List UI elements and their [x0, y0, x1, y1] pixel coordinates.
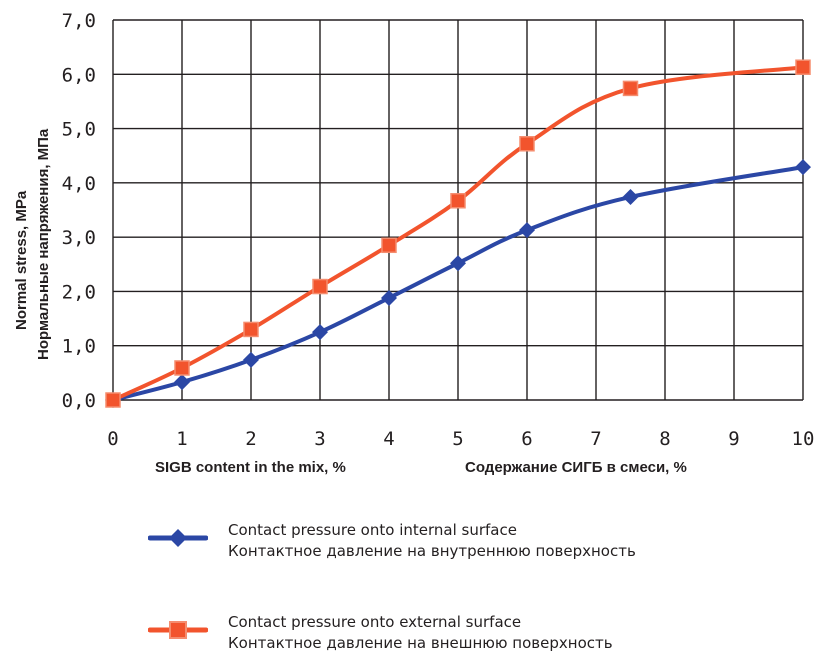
y-axis-title-en: Normal stress, MPa [13, 190, 30, 330]
y-tick-label: 0,0 [62, 390, 96, 412]
data-point-internal [622, 188, 639, 205]
series-markers [105, 59, 811, 408]
data-point-internal [243, 351, 259, 368]
y-tick-label: 6,0 [62, 64, 96, 86]
x-tick-label: 8 [659, 428, 670, 450]
data-point-external [450, 193, 466, 209]
x-tick-label: 0 [107, 428, 118, 450]
x-tick-labels: 0 1 2 3 4 5 6 7 8 9 10 [107, 428, 814, 450]
y-tick-label: 1,0 [62, 336, 96, 358]
y-tick-label: 3,0 [62, 227, 96, 249]
x-tick-label: 1 [176, 428, 187, 450]
y-axis-title-ru: Нормальные напряжения, МПа [35, 128, 52, 360]
grid [112, 19, 804, 401]
y-tick-label: 2,0 [62, 281, 96, 303]
data-point-external [312, 278, 328, 295]
data-point-external [795, 59, 811, 75]
legend-item-external: Contact pressure onto external surface К… [148, 612, 788, 662]
x-tick-label: 6 [521, 428, 532, 450]
data-point-internal [381, 289, 397, 306]
legend-label-external-en: Contact pressure onto external surface [228, 613, 522, 631]
data-point-internal [450, 255, 466, 272]
data-point-external [622, 80, 639, 97]
x-tick-label: 10 [792, 428, 815, 450]
x-axis-title-en: SIGB content in the mix, % [155, 459, 346, 476]
legend: Contact pressure onto internal surface К… [148, 520, 788, 662]
legend-label-internal-ru: Контактное давление на внутреннюю поверх… [228, 542, 636, 560]
data-point-external [243, 321, 259, 338]
data-point-external [174, 360, 190, 376]
x-tick-label: 3 [314, 428, 325, 450]
y-tick-label: 7,0 [62, 10, 96, 32]
x-tick-label: 4 [383, 428, 394, 450]
legend-item-internal: Contact pressure onto internal surface К… [148, 520, 788, 570]
data-point-external [519, 136, 535, 152]
data-point-internal [795, 159, 811, 176]
x-tick-label: 9 [728, 428, 739, 450]
y-tick-labels: 0,0 1,0 2,0 3,0 4,0 5,0 6,0 7,0 [62, 10, 96, 412]
y-tick-label: 5,0 [62, 119, 96, 141]
data-point-internal [519, 222, 535, 239]
x-tick-label: 2 [245, 428, 256, 450]
data-point-external [105, 392, 121, 408]
x-tick-label: 7 [590, 428, 601, 450]
legend-label-internal-en: Contact pressure onto internal surface [228, 521, 517, 539]
line-chart: 0 1 2 3 4 5 6 7 8 9 10 0,0 1,0 2,0 3,0 4,0 5,0 6,0 7,0 SI… [13, 10, 814, 476]
data-point-external [381, 237, 397, 254]
y-tick-label: 4,0 [62, 173, 96, 195]
x-tick-label: 5 [452, 428, 463, 450]
data-point-internal [174, 374, 190, 391]
legend-swatch-square-icon [148, 621, 208, 639]
x-axis-title-ru: Содержание СИГБ в смеси, % [465, 459, 687, 476]
chart-figure: 0 1 2 3 4 5 6 7 8 9 10 0,0 1,0 2,0 3,0 4,0 5,0 6,0 7,0 SI… [13, 10, 815, 652]
legend-swatch-diamond-icon [148, 529, 208, 547]
data-point-internal [312, 324, 328, 341]
legend-label-external-ru: Контактное давление на внешнюю поверхнос… [228, 634, 613, 652]
